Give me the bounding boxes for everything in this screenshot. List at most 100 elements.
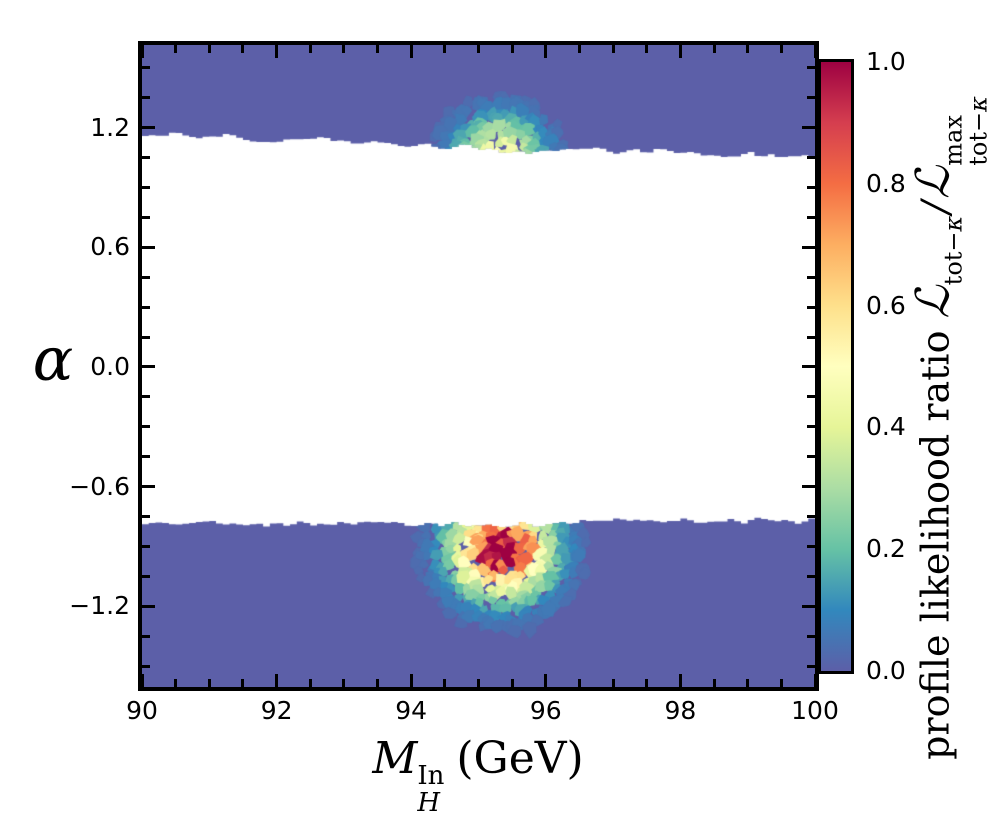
x-minor-tick <box>611 679 615 687</box>
x-major-tick <box>275 674 279 687</box>
x-minor-tick-top <box>207 45 211 53</box>
x-label-variable: M <box>372 733 418 784</box>
x-minor-tick <box>712 679 716 687</box>
x-major-tick <box>409 674 413 687</box>
colorbar-tick-label: 0.8 <box>866 168 906 198</box>
x-tick-label: 92 <box>260 696 293 725</box>
x-minor-tick <box>174 679 178 687</box>
x-minor-tick-top <box>477 45 480 53</box>
x-tick-label: 96 <box>529 696 562 725</box>
x-minor-tick <box>645 679 649 687</box>
colorbar-tick-label: 0.0 <box>866 656 906 685</box>
colorbar-tick-label: 0.4 <box>866 412 906 442</box>
colorbar-label-slash: / <box>913 200 958 214</box>
y-minor-tick <box>142 335 150 339</box>
x-major-tick-top <box>813 45 817 58</box>
x-major-tick <box>678 674 682 687</box>
y-minor-tick <box>142 66 150 70</box>
x-minor-tick-top <box>241 45 245 53</box>
y-minor-tick <box>142 186 150 190</box>
y-minor-tick <box>142 215 150 219</box>
colorbar-tick-label: 1.0 <box>866 47 906 76</box>
y-major-tick-right <box>802 604 815 608</box>
y-minor-tick-right <box>807 275 815 279</box>
y-minor-tick-right <box>807 634 815 638</box>
y-major-tick-right <box>802 245 815 249</box>
colorbar-tick-label: 0.2 <box>866 534 906 564</box>
y-minor-tick <box>142 305 150 309</box>
y-minor-tick <box>142 574 150 578</box>
x-minor-tick-top <box>779 45 783 53</box>
y-minor-tick-right <box>807 156 815 160</box>
x-minor-tick <box>342 679 346 687</box>
x-major-tick-top <box>140 45 144 58</box>
colorbar-gradient <box>821 62 851 671</box>
y-tick-label: 0.6 <box>90 232 130 262</box>
x-tick-label: 94 <box>395 696 428 725</box>
y-minor-tick <box>142 96 150 100</box>
x-minor-tick <box>308 679 312 687</box>
colorbar-label-text: profile likelihood ratio <box>913 318 958 760</box>
y-major-tick <box>142 126 155 130</box>
y-minor-tick-right <box>807 305 815 309</box>
y-major-tick-right <box>802 126 815 130</box>
x-minor-tick-top <box>376 45 380 53</box>
y-minor-tick-right <box>807 664 815 668</box>
y-minor-tick-right <box>807 544 815 548</box>
y-minor-tick <box>142 156 150 160</box>
x-minor-tick-top <box>308 45 312 53</box>
colorbar <box>818 59 854 674</box>
y-minor-tick-right <box>807 215 815 219</box>
x-minor-tick <box>577 679 581 687</box>
colorbar-tick-label: 0.6 <box>866 290 906 320</box>
y-tick-label: 0.0 <box>90 351 130 381</box>
x-minor-tick <box>746 679 750 687</box>
y-minor-tick-right <box>807 66 815 70</box>
y-minor-tick <box>142 515 150 519</box>
x-minor-tick <box>779 679 783 687</box>
y-minor-tick-right <box>807 335 815 339</box>
x-label-superscript: In <box>417 760 445 791</box>
x-minor-tick <box>376 679 380 687</box>
x-minor-tick-top <box>712 45 716 53</box>
kappa-symbol: κ <box>939 215 968 232</box>
y-axis-label: α <box>32 325 74 395</box>
x-minor-tick-top <box>645 45 649 53</box>
x-minor-tick <box>477 679 480 687</box>
x-minor-tick-top <box>746 45 750 53</box>
y-major-tick <box>142 245 155 249</box>
x-minor-tick <box>207 679 211 687</box>
y-minor-tick-right <box>807 96 815 100</box>
x-label-unit: (GeV) <box>456 733 584 784</box>
x-major-tick <box>140 674 144 687</box>
y-minor-tick-right <box>807 186 815 190</box>
x-minor-tick <box>241 679 245 687</box>
y-minor-tick <box>142 425 150 429</box>
colorbar-label-subscript: tot− <box>965 111 990 166</box>
x-axis-label: M In H (GeV) <box>372 737 583 818</box>
x-minor-tick-top <box>577 45 581 53</box>
y-minor-tick-right <box>807 574 815 578</box>
script-L-symbol: ℒ <box>905 165 960 199</box>
x-major-tick-top <box>409 45 413 58</box>
x-label-subscript: H <box>417 788 441 819</box>
y-minor-tick <box>142 544 150 548</box>
x-major-tick-top <box>544 45 548 58</box>
y-minor-tick-right <box>807 455 815 459</box>
x-minor-tick <box>510 679 514 687</box>
x-tick-label: 90 <box>126 696 158 725</box>
y-minor-tick-right <box>807 395 815 399</box>
x-major-tick-top <box>275 45 279 58</box>
script-L-symbol: ℒ <box>905 285 960 319</box>
x-minor-tick <box>443 679 447 687</box>
colorbar-label-subscript: tot− <box>939 231 968 286</box>
x-major-tick <box>813 674 817 687</box>
y-tick-label: −0.6 <box>69 471 130 501</box>
x-minor-tick-top <box>443 45 447 53</box>
y-minor-tick <box>142 275 150 279</box>
x-tick-label: 98 <box>664 696 697 725</box>
y-minor-tick <box>142 634 150 638</box>
heatmap-canvas <box>142 45 815 687</box>
x-minor-tick-top <box>174 45 178 53</box>
x-minor-tick-top <box>611 45 615 53</box>
